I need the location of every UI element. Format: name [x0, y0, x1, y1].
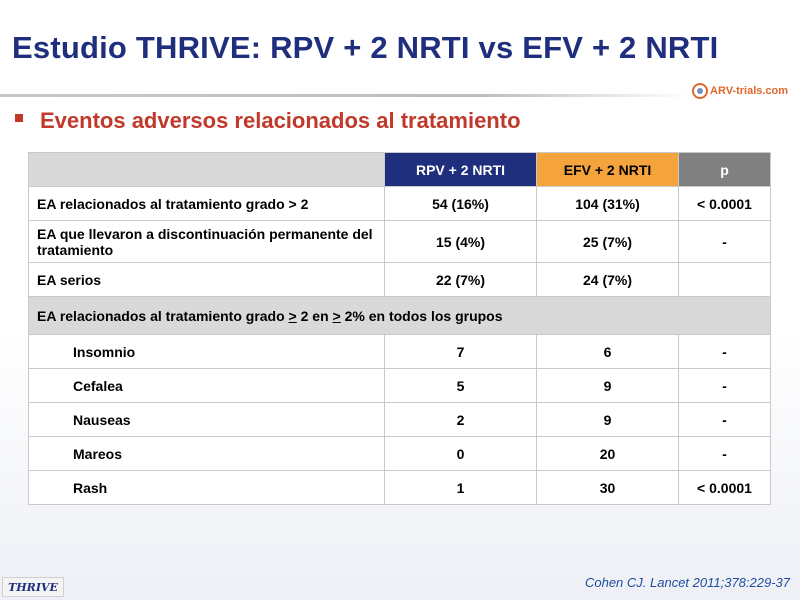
- bullet-square-icon: [15, 114, 23, 122]
- row-efv: 6: [536, 334, 679, 369]
- row-rpv: 1: [384, 470, 537, 505]
- table-row: Insomnio 7 6 -: [28, 334, 771, 369]
- row-p: -: [678, 220, 771, 263]
- row-efv: 30: [536, 470, 679, 505]
- slide-subtitle: Eventos adversos relacionados al tratami…: [40, 108, 521, 133]
- title-divider: [0, 94, 690, 97]
- citation: Cohen CJ. Lancet 2011;378:229-37: [584, 575, 790, 590]
- row-label: Rash: [28, 470, 385, 505]
- table-row: Rash 1 30 < 0.0001: [28, 470, 771, 505]
- table-row: Cefalea 5 9 -: [28, 368, 771, 403]
- table-header-row: RPV + 2 NRTI EFV + 2 NRTI p: [28, 152, 771, 187]
- header-blank: [28, 152, 385, 187]
- row-rpv: 15 (4%): [384, 220, 537, 263]
- table-row: EA que llevaron a discontinuación perman…: [28, 220, 771, 263]
- row-efv: 20: [536, 436, 679, 471]
- row-p: [678, 262, 771, 297]
- row-rpv: 0: [384, 436, 537, 471]
- slide-title: Estudio THRIVE: RPV + 2 NRTI vs EFV + 2 …: [12, 30, 719, 65]
- row-rpv: 7: [384, 334, 537, 369]
- table-row: Nauseas 2 9 -: [28, 402, 771, 437]
- row-efv: 24 (7%): [536, 262, 679, 297]
- section-text-3: 2% en todos los grupos: [340, 307, 503, 324]
- arv-trials-logo: ARV-trials.com: [692, 80, 800, 102]
- logo-mark-icon: [692, 83, 708, 99]
- table-row: Mareos 0 20 -: [28, 436, 771, 471]
- row-label: Insomnio: [28, 334, 385, 369]
- row-p: < 0.0001: [678, 470, 771, 505]
- adverse-events-table: RPV + 2 NRTI EFV + 2 NRTI p EA relaciona…: [28, 152, 771, 505]
- row-rpv: 5: [384, 368, 537, 403]
- row-label: EA relacionados al tratamiento grado > 2: [28, 186, 385, 221]
- header-rpv: RPV + 2 NRTI: [384, 152, 537, 187]
- section-label: EA relacionados al tratamiento grado > 2…: [28, 296, 771, 335]
- row-rpv: 2: [384, 402, 537, 437]
- section-text-2: 2 en: [296, 307, 333, 324]
- row-p: -: [678, 334, 771, 369]
- header-efv: EFV + 2 NRTI: [536, 152, 679, 187]
- row-rpv: 54 (16%): [384, 186, 537, 221]
- row-efv: 25 (7%): [536, 220, 679, 263]
- row-p: -: [678, 368, 771, 403]
- row-p: -: [678, 436, 771, 471]
- section-ge-2: >: [332, 307, 341, 324]
- row-rpv: 22 (7%): [384, 262, 537, 297]
- row-efv: 104 (31%): [536, 186, 679, 221]
- table-section-row: EA relacionados al tratamiento grado > 2…: [28, 296, 771, 335]
- table-row: EA serios 22 (7%) 24 (7%): [28, 262, 771, 297]
- row-label: Mareos: [28, 436, 385, 471]
- logo-text: ARV-trials.com: [710, 85, 789, 97]
- table-row: EA relacionados al tratamiento grado > 2…: [28, 186, 771, 221]
- row-label: Nauseas: [28, 402, 385, 437]
- row-p: -: [678, 402, 771, 437]
- row-label: Cefalea: [28, 368, 385, 403]
- row-efv: 9: [536, 402, 679, 437]
- section-text-1: EA relacionados al tratamiento grado: [37, 307, 289, 324]
- header-p: p: [678, 152, 771, 187]
- row-p: < 0.0001: [678, 186, 771, 221]
- section-ge-1: >: [288, 307, 297, 324]
- row-label: EA que llevaron a discontinuación perman…: [28, 220, 385, 263]
- row-efv: 9: [536, 368, 679, 403]
- row-label: EA serios: [28, 262, 385, 297]
- thrive-badge: THRIVE: [2, 577, 64, 597]
